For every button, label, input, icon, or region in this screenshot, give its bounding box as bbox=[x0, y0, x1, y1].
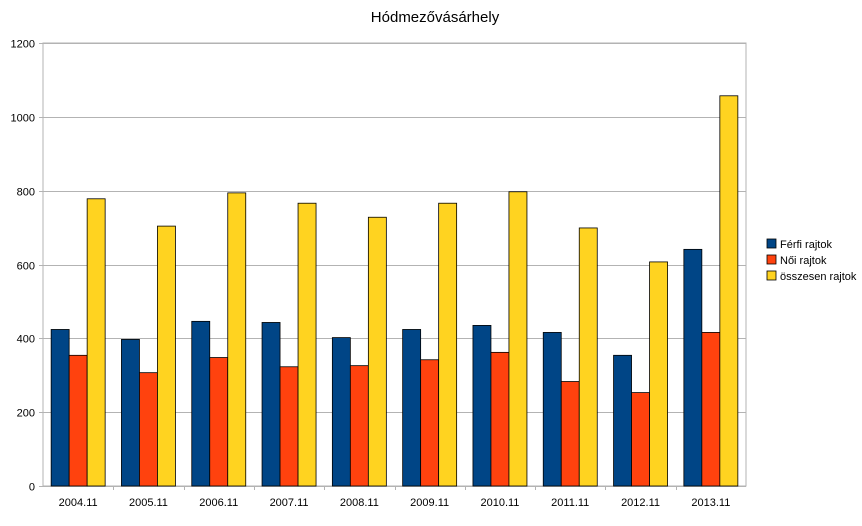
bar-2011.11-series-0 bbox=[542, 332, 562, 487]
bar-2010.11-series-0 bbox=[472, 325, 492, 487]
x-tick-label: 2013.11 bbox=[691, 497, 730, 509]
bar-2004.11-series-2 bbox=[86, 198, 106, 487]
bar-2004.11-series-1 bbox=[68, 354, 88, 487]
x-tick-label: 2005.11 bbox=[129, 497, 168, 509]
bar-2005.11-series-1 bbox=[139, 372, 158, 487]
bar-2012.11-series-2 bbox=[649, 261, 668, 487]
axes: 0 200 400 600 800 1000 1200 2004.11 2005.11 2006.… bbox=[11, 39, 731, 510]
bar-2005.11-series-0 bbox=[121, 339, 140, 487]
y-tick-label: 400 bbox=[17, 334, 35, 346]
bar-2009.11-series-0 bbox=[402, 329, 422, 487]
bar-2008.11-series-0 bbox=[331, 337, 351, 487]
bar-2011.11-series-2 bbox=[578, 227, 598, 487]
bar-2011.11-series-1 bbox=[560, 381, 580, 487]
legend-swatch-1 bbox=[766, 254, 777, 265]
bar-2013.11-series-2 bbox=[719, 95, 739, 487]
x-tick-label: 2009.11 bbox=[410, 497, 449, 509]
x-tick-label: 2010.11 bbox=[480, 497, 519, 509]
y-tick-label: 600 bbox=[17, 261, 35, 273]
legend-label-1: Női rajtok bbox=[780, 255, 827, 267]
legend: Férfi rajtok Női rajtok összesen rajtok bbox=[766, 238, 857, 283]
bar-2008.11-series-1 bbox=[349, 365, 369, 487]
legend-swatch-2 bbox=[766, 270, 777, 281]
bar-2013.11-series-1 bbox=[701, 332, 721, 487]
legend-swatch-0 bbox=[766, 238, 777, 249]
bar-2010.11-series-2 bbox=[508, 191, 528, 487]
bar-2008.11-series-2 bbox=[367, 216, 387, 487]
bar-2012.11-series-0 bbox=[613, 354, 632, 487]
y-tick-label: 1000 bbox=[11, 113, 35, 125]
bar-2006.11-series-1 bbox=[209, 357, 229, 487]
bar-2007.11-series-1 bbox=[279, 366, 299, 487]
y-tick-label: 200 bbox=[17, 408, 35, 420]
y-tick-label: 0 bbox=[29, 482, 35, 494]
x-tick-label: 2011.11 bbox=[551, 497, 589, 509]
legend-label-0: Férfi rajtok bbox=[780, 239, 832, 251]
x-tick-label: 2012.11 bbox=[621, 497, 660, 509]
bar-2005.11-series-2 bbox=[157, 225, 176, 487]
y-tick-label: 1200 bbox=[11, 39, 35, 51]
legend-label-2: összesen rajtok bbox=[780, 271, 857, 283]
bar-2006.11-series-2 bbox=[227, 192, 247, 487]
x-tick-label: 2004.11 bbox=[59, 497, 98, 509]
bars bbox=[50, 95, 739, 487]
bar-2013.11-series-0 bbox=[683, 248, 703, 487]
bar-2009.11-series-2 bbox=[438, 202, 458, 487]
bar-2010.11-series-1 bbox=[490, 351, 510, 487]
bar-2006.11-series-0 bbox=[191, 320, 211, 487]
bar-2007.11-series-0 bbox=[261, 322, 281, 487]
x-tick-label: 2008.11 bbox=[340, 497, 379, 509]
chart-title: Hódmezővásárhely bbox=[371, 9, 500, 26]
bar-2004.11-series-0 bbox=[50, 329, 70, 487]
bar-2007.11-series-2 bbox=[297, 202, 317, 487]
x-tick-label: 2007.11 bbox=[270, 497, 309, 509]
bar-2009.11-series-1 bbox=[420, 359, 440, 487]
y-tick-label: 800 bbox=[17, 187, 35, 199]
bar-2012.11-series-1 bbox=[631, 392, 650, 487]
x-tick-label: 2006.11 bbox=[199, 497, 238, 509]
